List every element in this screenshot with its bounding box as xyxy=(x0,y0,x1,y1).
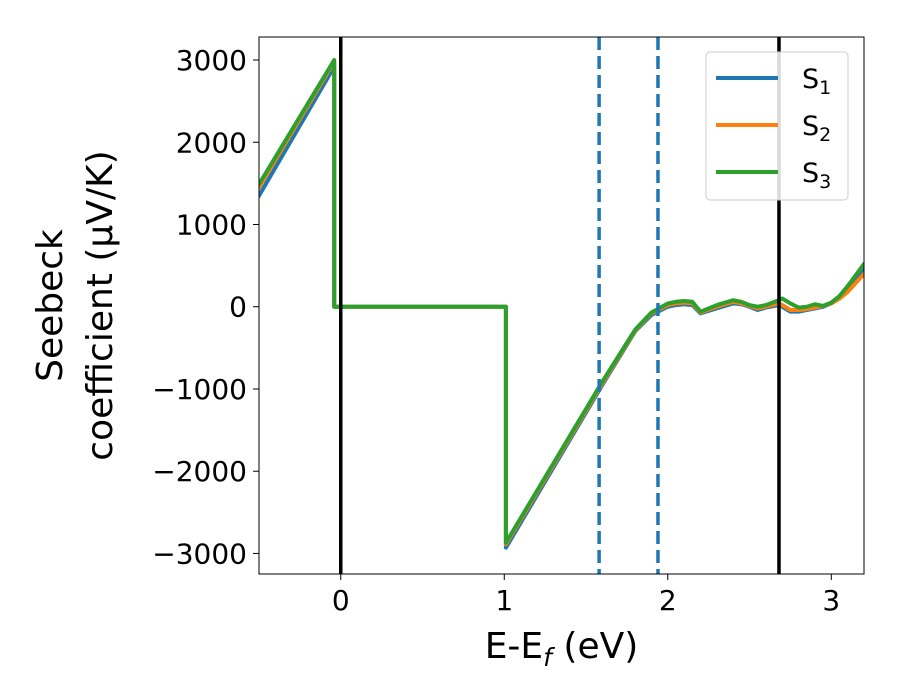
axes: 0 1 2 3 −3000 −2000 −1000 0 1000 2000 3000 xyxy=(152,36,865,617)
y-axis-label-line2: coefficient (μV/K) xyxy=(80,150,121,460)
legend-label-s2: S2 xyxy=(802,111,831,146)
y-tick-label: −2000 xyxy=(152,455,247,488)
legend-label-s3: S3 xyxy=(802,158,831,193)
x-tick-label: 2 xyxy=(659,584,677,617)
plot-area xyxy=(259,37,864,574)
x-tick-label: 0 xyxy=(332,584,350,617)
legend: S1 S2 S3 xyxy=(705,51,849,201)
y-tick-label: 2000 xyxy=(176,126,247,159)
y-tick-label: −3000 xyxy=(152,537,247,570)
y-axis-label-line1: Seebeck xyxy=(30,229,71,382)
series-line-s3 xyxy=(259,58,864,545)
plot-frame xyxy=(258,36,865,575)
y-tick-label: 0 xyxy=(229,291,247,324)
x-axis-label: E-Ef (eV) xyxy=(485,626,639,672)
x-tick-label: 3 xyxy=(822,584,840,617)
y-tick-label: −1000 xyxy=(152,373,247,406)
x-tick-label: 1 xyxy=(495,584,513,617)
y-tick-label: 1000 xyxy=(176,208,247,241)
y-tick-label: 3000 xyxy=(176,44,247,77)
legend-label-s1: S1 xyxy=(802,64,831,99)
